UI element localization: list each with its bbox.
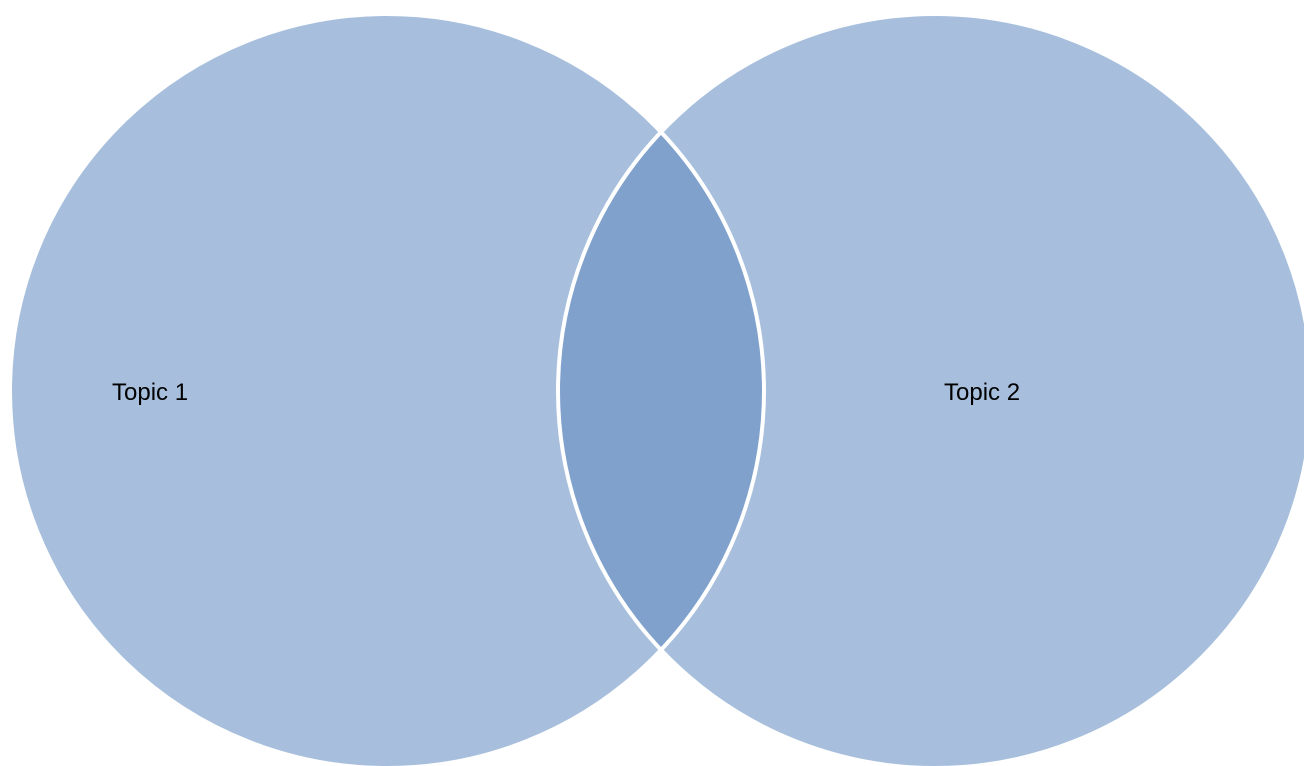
venn-circle-topic-2-outline <box>556 12 1304 766</box>
topic-1-label: Topic 1 <box>112 379 188 406</box>
topic-2-label: Topic 2 <box>944 379 1020 406</box>
venn-circle-topic-1-outline <box>8 12 766 766</box>
venn-circle-topic-1 <box>10 14 764 766</box>
venn-circle-topic-2 <box>558 14 1304 766</box>
